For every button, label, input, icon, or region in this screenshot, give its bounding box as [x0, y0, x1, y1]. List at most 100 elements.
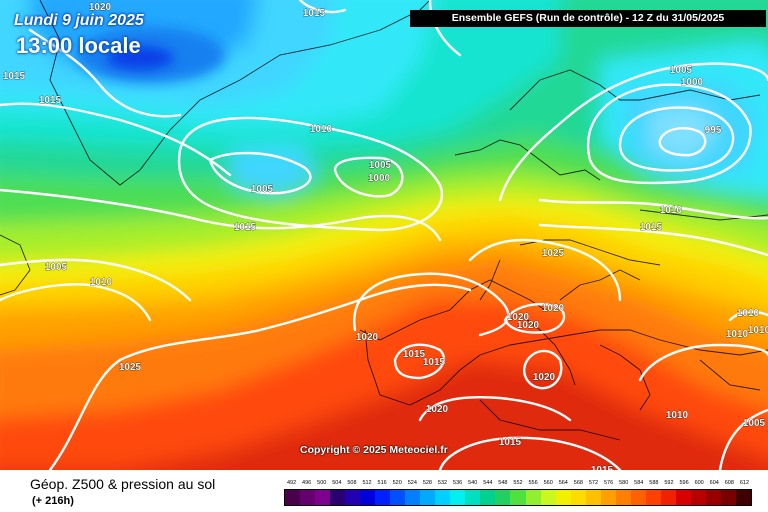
isobar-label: 1005 [45, 262, 68, 273]
color-scale-swatch [375, 490, 391, 505]
color-scale-swatch [615, 490, 631, 505]
color-scale-tick-label: 584 [634, 480, 644, 486]
isobar-line [428, 0, 462, 57]
isobar-label: 1025 [119, 362, 142, 373]
isobar-label: 1000 [368, 173, 391, 184]
color-scale-tick-label: 576 [603, 480, 614, 486]
isobar-line [523, 349, 563, 390]
isobar-label: 1005 [369, 160, 392, 171]
color-scale-swatch [660, 490, 676, 505]
copyright-notice: Copyright © 2025 Meteociel.fr [300, 444, 448, 456]
isobar-label: 1000 [681, 77, 704, 88]
isobar-line [718, 408, 768, 470]
color-scale-tick-label: 544 [483, 480, 493, 486]
color-scale-tick-label: 496 [302, 480, 312, 486]
isobar-label: 1010 [748, 325, 768, 336]
isobar-label: 1015 [403, 349, 426, 360]
isobar-label: 1010 [90, 277, 113, 288]
color-scale-swatch [345, 490, 361, 505]
color-scale-tick-label: 512 [362, 480, 372, 486]
color-scale-swatch [315, 490, 331, 505]
color-scale-tick-label: 600 [694, 480, 704, 486]
isobar-label: 1015 [234, 222, 257, 233]
isobar-line [728, 310, 768, 322]
isobar-label: 1020 [533, 372, 556, 383]
color-scale-swatch [360, 490, 376, 505]
isobar-label: 1005 [670, 65, 693, 76]
isobar-line [418, 396, 572, 422]
color-scale-tick-label: 532 [437, 480, 448, 486]
color-scale-swatch [630, 490, 646, 505]
color-scale-tick-label: 560 [543, 480, 553, 486]
color-scale-swatch [300, 490, 316, 505]
isobar-label: 1020 [89, 2, 112, 13]
color-scale-swatch [390, 490, 406, 505]
isobar-line [0, 258, 192, 302]
color-scale-tick-label: 524 [407, 480, 417, 486]
color-scale-swatch [510, 490, 526, 505]
color-scale-tick-label: 500 [317, 480, 327, 486]
color-scale-tick-label: 528 [422, 480, 432, 486]
isobar-line [618, 106, 735, 172]
forecast-local-time: 13:00 locale [16, 33, 141, 58]
color-scale-bar [284, 489, 752, 506]
isobar-label: 1015 [591, 465, 614, 470]
isobar-label: 1015 [499, 437, 522, 448]
isobar-label: 1010 [660, 205, 683, 216]
isobar-line [503, 303, 566, 334]
color-scale-swatch [645, 490, 661, 505]
isobar-label: 1020 [356, 332, 379, 343]
color-scale-tick-label: 548 [498, 480, 508, 486]
lead-time: (+ 216h) [32, 495, 74, 507]
color-scale-swatch [570, 490, 586, 505]
isobar-line [438, 436, 622, 470]
isobar-label: 1005 [743, 418, 766, 429]
color-scale-swatch [540, 490, 556, 505]
color-scale-swatch [450, 490, 466, 505]
color-scale-swatch [735, 490, 751, 505]
color-scale-tick-label: 572 [588, 480, 599, 486]
isobar-label: 1020 [517, 320, 540, 331]
isobar-label: 1015 [39, 95, 62, 106]
isobar-line [538, 198, 768, 220]
isobar-label: 1010 [726, 329, 749, 340]
isobar-label: 1010 [666, 410, 689, 421]
color-scale-swatch [525, 490, 541, 505]
isobar-line [638, 343, 768, 382]
isobar-labels: 1020101510151015101010051005100010151005… [3, 2, 768, 470]
isobar-label: 1020 [542, 303, 565, 314]
color-scale-tick-label: 540 [468, 480, 478, 486]
color-scale-tick-label: 588 [649, 480, 659, 486]
color-scale-tick-label: 612 [739, 480, 750, 486]
color-scale-swatch [720, 490, 736, 505]
isobar-label: 1025 [542, 248, 565, 259]
isobar-label: 995 [705, 125, 722, 136]
isobars [0, 0, 768, 470]
isobar-line [48, 283, 472, 470]
color-scale-swatch [495, 490, 511, 505]
isobar-line [333, 156, 404, 198]
isobar-line [298, 0, 347, 14]
isobar-line [538, 223, 768, 257]
isobar-label: 1020 [426, 404, 449, 415]
isobar-line [468, 238, 622, 302]
isobar-line [28, 28, 182, 118]
isobar-line [393, 343, 446, 380]
isobar-label: 1015 [303, 8, 326, 19]
color-scale-swatch [480, 490, 496, 505]
color-scale-tick-label: 516 [377, 480, 387, 486]
weather-map: 1020101510151015101010051005100010151005… [0, 0, 768, 470]
color-scale-swatch [405, 490, 421, 505]
color-scale-tick-label: 520 [392, 480, 402, 486]
color-scale-swatch [675, 490, 691, 505]
forecast-date: Lundi 9 juin 2025 [14, 12, 144, 29]
isobar-line [658, 127, 707, 157]
legend-footer: Géop. Z500 & pression au sol (+ 216h) 49… [0, 470, 768, 512]
color-scale-tick-label: 556 [528, 480, 538, 486]
isobar-label: 1010 [310, 124, 333, 135]
isobar-label: 1015 [423, 357, 446, 368]
product-title: Géop. Z500 & pression au sol [30, 476, 216, 492]
color-scale-tick-label: 508 [347, 480, 357, 486]
color-scale-tick-label: 504 [332, 480, 342, 486]
color-scale-swatch [330, 490, 346, 505]
